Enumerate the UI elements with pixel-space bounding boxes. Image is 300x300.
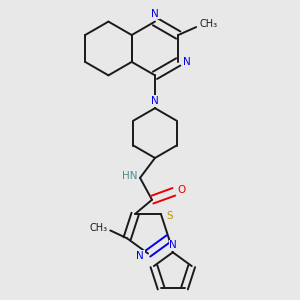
Text: N: N <box>151 96 159 106</box>
Text: O: O <box>178 185 186 195</box>
Text: N: N <box>151 9 159 19</box>
Text: N: N <box>169 240 177 250</box>
Text: N: N <box>183 57 191 67</box>
Text: N: N <box>136 250 144 260</box>
Text: CH₃: CH₃ <box>199 19 217 29</box>
Text: HN: HN <box>122 171 138 181</box>
Text: CH₃: CH₃ <box>89 224 107 233</box>
Text: S: S <box>167 211 173 221</box>
